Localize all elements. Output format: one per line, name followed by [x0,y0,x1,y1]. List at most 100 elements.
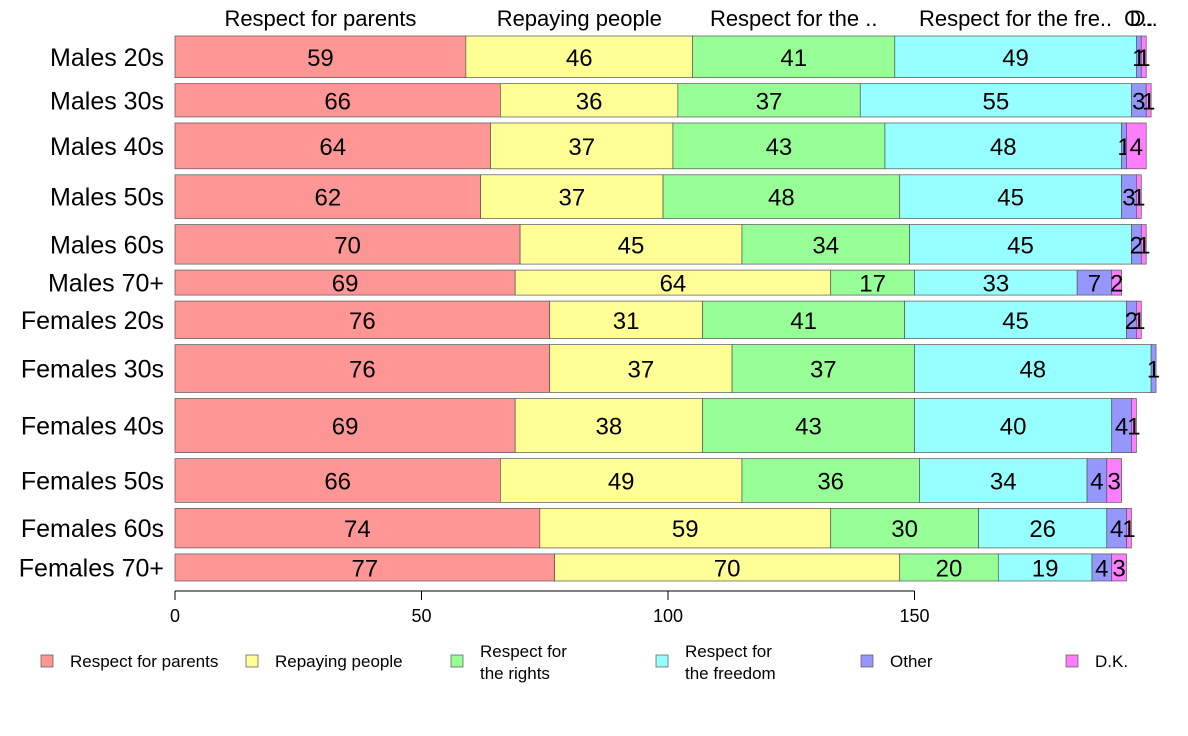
bar-row: Females 70+ 77 70 20 19 4 3 [19,553,1127,582]
segment-value-label: 48 [768,185,795,212]
segment-value-label: 43 [766,134,793,161]
bar-segment [731,344,915,393]
segment-value-label: 31 [613,308,640,335]
row-label: Males 30s [50,87,164,115]
bar-segment [549,344,733,393]
segment-value-label: 69 [332,271,359,298]
segment-value-label: 41 [780,45,807,72]
row-label: Females 50s [21,467,164,495]
bar-row: Females 40s 69 38 43 40 41 [21,398,1141,453]
bar-segment [830,269,915,296]
segment-value-label: 26 [1029,516,1056,543]
legend-label: Other [890,652,933,671]
bar-segment [174,35,467,79]
segment-value-label: 41 [790,308,817,335]
segment-value-label: 74 [344,516,371,543]
bar-row: Females 50s 66 49 36 34 4 3 [21,458,1122,503]
segment-value-label: 30 [891,516,918,543]
segment-value-label: 43 [795,414,822,441]
bar-segment [830,508,979,549]
x-tick-label: 100 [653,606,683,626]
bar-row: Males 20s 59 46 41 49 11 [50,35,1150,79]
segment-value-label: 76 [349,308,376,335]
column-header: Repaying people [497,6,662,31]
segment-value-label: 38 [595,414,622,441]
row-label: Females 30s [21,356,164,384]
segment-value-label: 2 [1110,271,1123,298]
segment-value-label: 59 [307,45,334,72]
column-header: Respect for the fre.. [919,6,1112,31]
segment-value-label: 37 [756,88,783,115]
legend-swatch [450,654,464,668]
bar-segment [1126,508,1132,549]
segment-value-label: 1 [1137,232,1150,259]
segment-value-label: 3 [1107,468,1120,495]
bar-segment [514,398,703,453]
segment-value-label: 37 [810,357,837,384]
row-label: Males 20s [50,44,164,72]
row-label: Females 20s [21,307,164,335]
segment-value-label: 33 [982,271,1009,298]
bar-segment [514,269,832,296]
segment-value-label: 4 [1090,468,1103,495]
row-label: Males 50s [50,184,164,212]
bar-segment [174,122,491,170]
legend: Respect for parents Repaying people Respec… [40,642,1128,683]
bar-row: Females 20s 76 31 41 45 21 [21,300,1145,339]
bar-segment [174,398,516,453]
segment-value-label: 45 [618,232,645,259]
legend-swatch [1065,654,1079,668]
segment-value-label: 49 [1002,45,1029,72]
segment-value-label: 7 [1088,271,1101,298]
bar-segment [1140,224,1147,265]
segment-value-label: 1 [1147,357,1160,384]
bar-segment [500,83,679,118]
row-label: Females 60s [21,515,164,543]
row-label: Females 70+ [19,554,164,582]
bar-segment [1106,458,1122,503]
segment-value-label: 55 [982,88,1009,115]
legend-item: Other [860,652,933,671]
legend-swatch [40,654,54,668]
bar-segment [702,300,905,339]
x-tick-label: 50 [411,606,431,626]
bar-segment [914,269,1078,296]
segment-value-label: 3 [1132,88,1145,115]
bar-segment [741,224,910,265]
bar-segment [174,269,516,296]
segment-value-label: 64 [319,134,346,161]
segment-value-label: 66 [324,468,351,495]
segment-value-label: 62 [314,185,341,212]
segment-value-label: 1 [1132,185,1145,212]
row-label: Males 60s [50,231,164,259]
bar-segment [174,174,482,219]
segment-value-label: 3 [1112,555,1125,582]
segment-value-label: 45 [1002,308,1029,335]
legend-label: Respect for [480,642,567,661]
segment-value-label: 66 [324,88,351,115]
bar-segment [914,344,1152,393]
legend-item: Repaying people [245,652,403,671]
bar-segment [554,553,901,582]
segment-value-label: 2 [1130,232,1143,259]
segment-value-label: 37 [628,357,655,384]
segment-value-label: 17 [859,271,886,298]
legend-swatch [860,654,874,668]
segment-value-label: 45 [997,185,1024,212]
bar-segment [677,83,861,118]
bar-segment [1145,83,1152,118]
segment-value-label: 45 [1007,232,1034,259]
segment-value-label: 19 [1032,555,1059,582]
bar-segment [1076,269,1113,296]
segment-value-label: 46 [566,45,593,72]
bar-segment [519,224,743,265]
row-label: Males 70+ [48,270,164,298]
bar-segment [884,122,1122,170]
legend-label: Respect for [685,642,772,661]
legend-item: D.K. [1065,652,1128,671]
bar-segment [997,553,1093,582]
bar-segment [899,553,999,582]
bar-segment [702,398,915,453]
segment-value-label: 36 [817,468,844,495]
x-axis: 0 50 100 150 [170,590,930,626]
